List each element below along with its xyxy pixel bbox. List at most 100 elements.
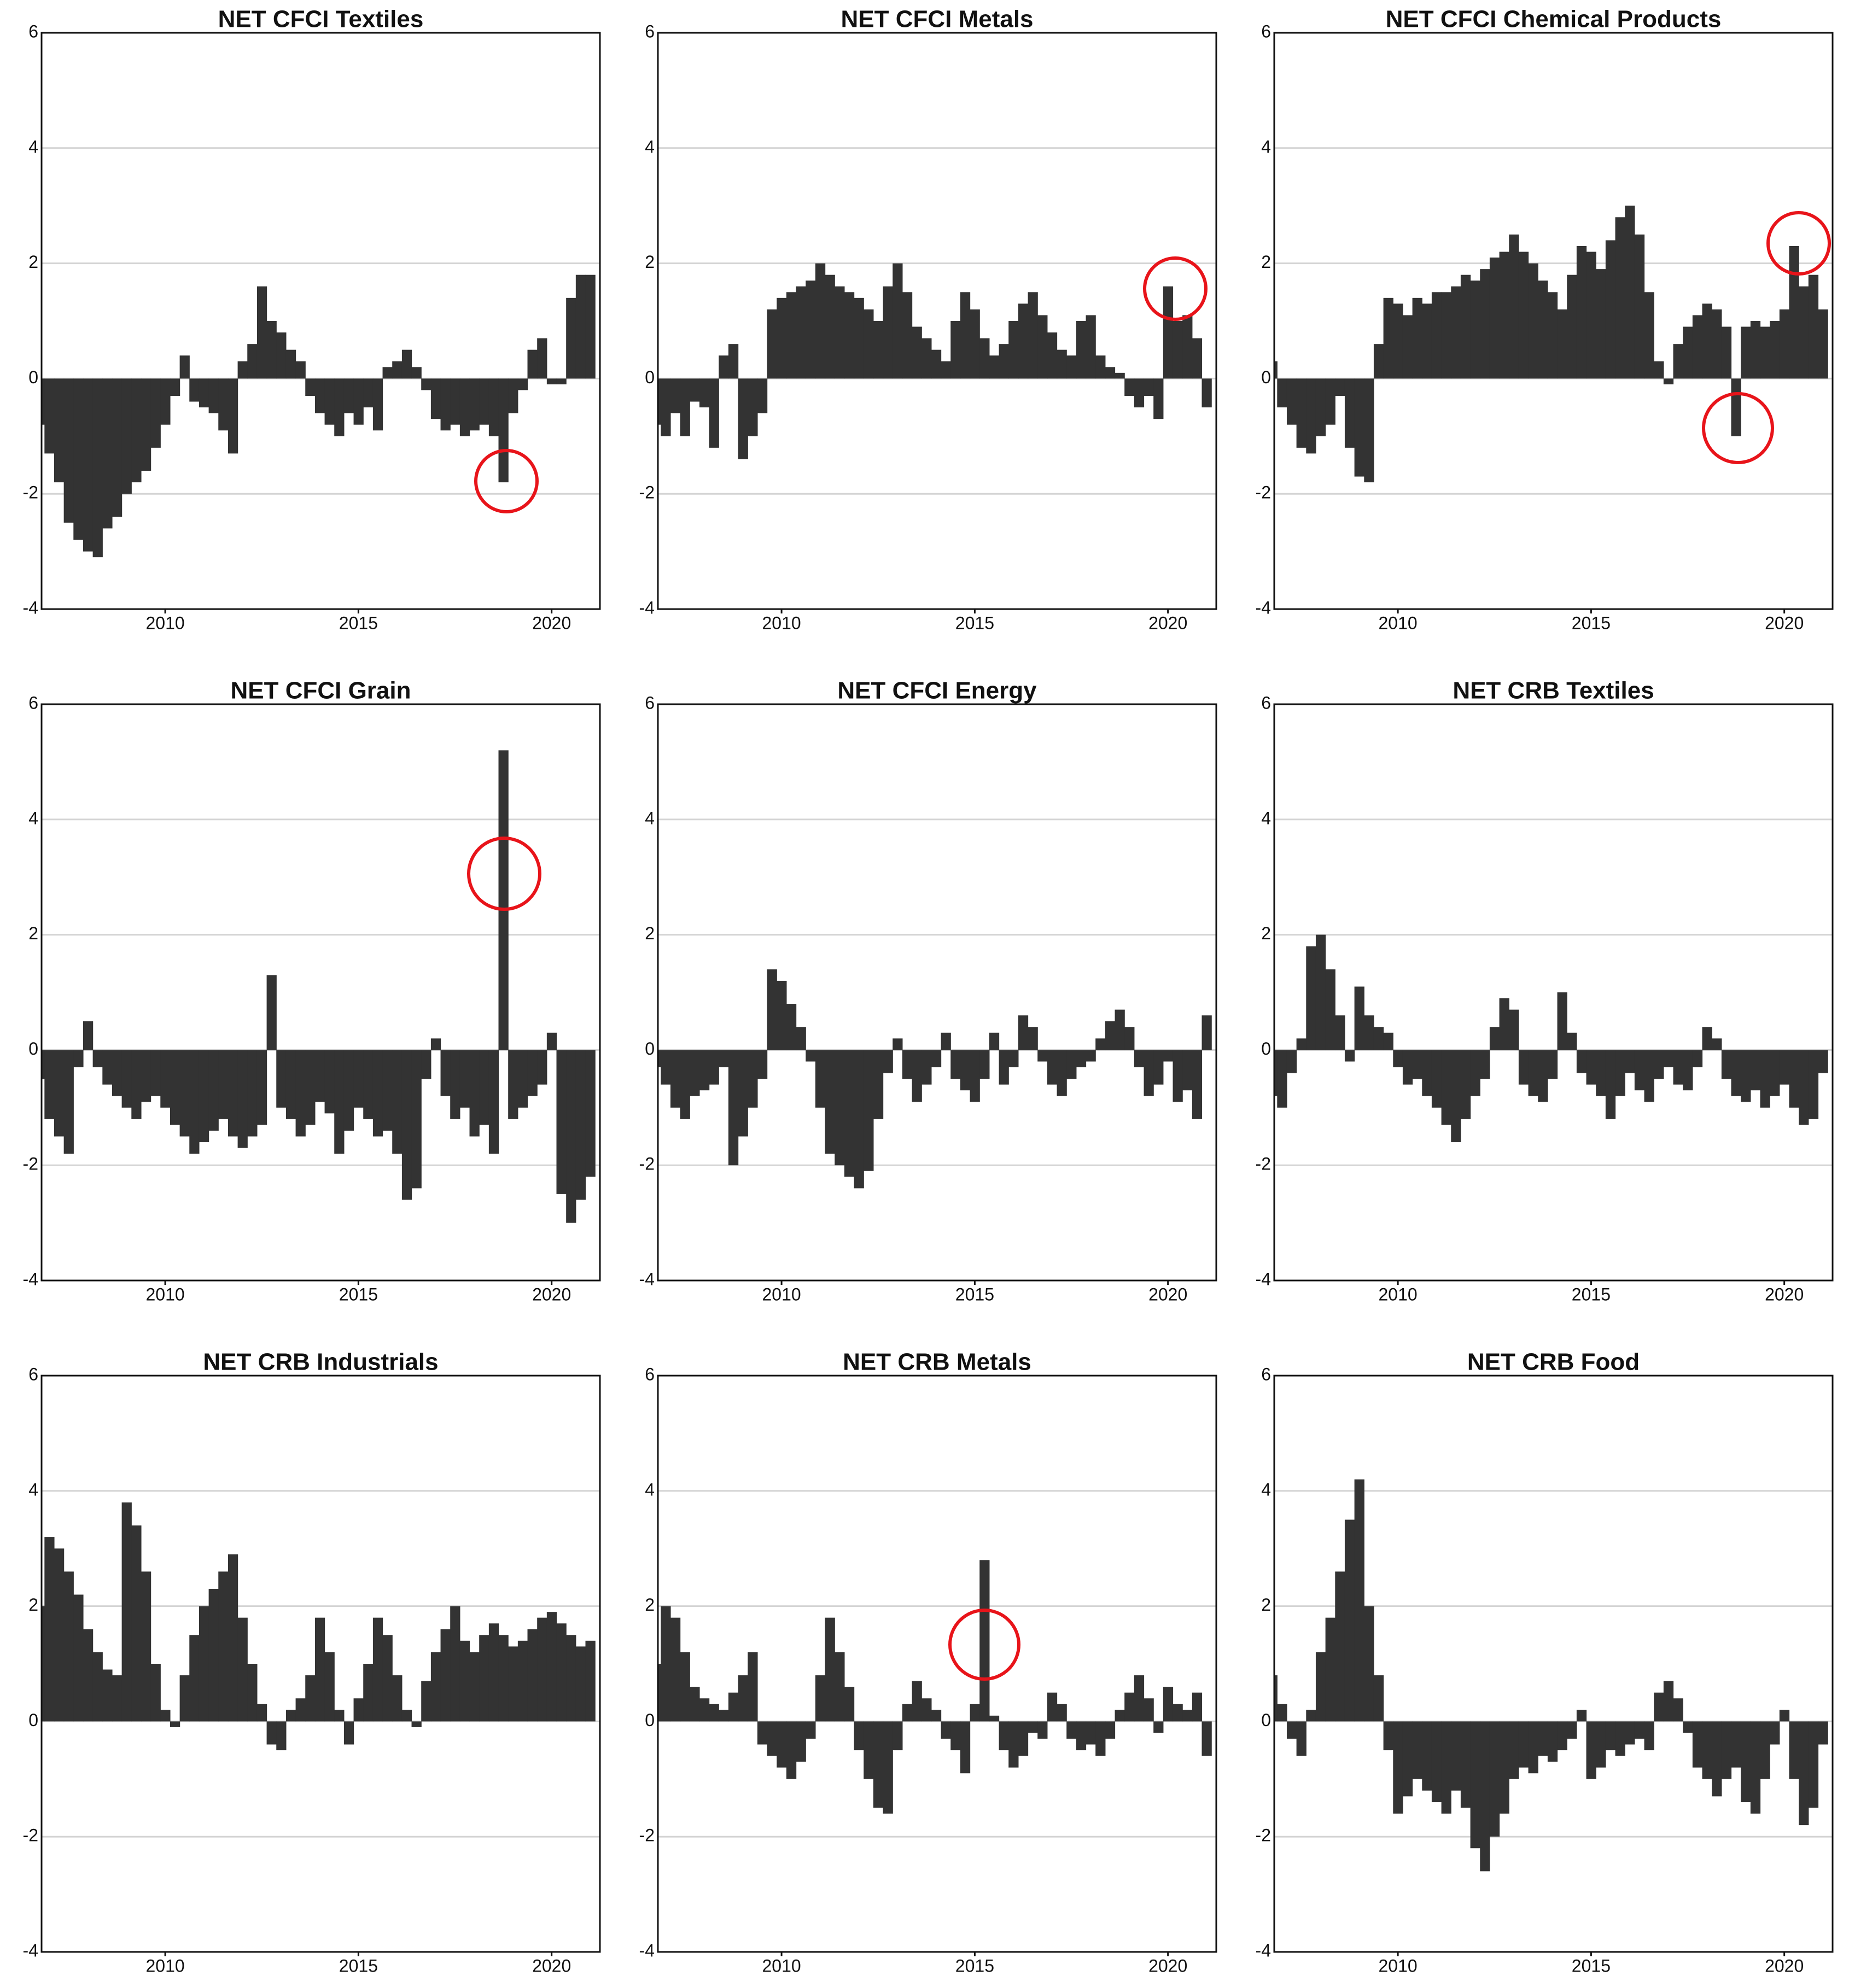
y-tick-label: -2 [639, 1826, 655, 1845]
bar [556, 378, 567, 384]
bar [1460, 1050, 1471, 1119]
bar [1076, 321, 1087, 379]
bar [392, 1050, 403, 1154]
bar [825, 1617, 835, 1722]
bar [1799, 1050, 1809, 1125]
bar [699, 1698, 710, 1722]
bar [575, 274, 586, 379]
bar [372, 1617, 383, 1722]
bar [228, 1554, 238, 1722]
bar [1441, 292, 1451, 379]
bar [1134, 1050, 1145, 1068]
bar [421, 378, 431, 390]
bar [430, 1652, 441, 1722]
bar [864, 1721, 874, 1779]
bar [63, 1571, 74, 1722]
bar [1018, 1721, 1029, 1756]
bar [1095, 1721, 1106, 1756]
bar [1779, 1050, 1790, 1085]
bar [1028, 292, 1038, 379]
bar [411, 367, 422, 379]
bar [960, 1721, 971, 1774]
bar [1086, 1721, 1096, 1745]
bar [1692, 1721, 1703, 1768]
bar [392, 1675, 403, 1722]
bar [1528, 1050, 1538, 1096]
bar [806, 1050, 816, 1062]
panel: NET CFCI Textiles -4 -2 0 2 4 6 2010 2015 2020 [23, 6, 601, 633]
bar [314, 1617, 325, 1722]
bars [1274, 206, 1828, 483]
plot-frame [40, 703, 601, 1282]
bar [1644, 292, 1654, 379]
bar [1721, 1721, 1732, 1779]
bar [508, 1050, 518, 1119]
bar [1818, 309, 1828, 379]
bar [825, 1050, 835, 1154]
bar [1489, 1721, 1500, 1837]
bar [1470, 280, 1480, 379]
bar [1596, 1050, 1606, 1096]
bar [247, 1050, 258, 1137]
x-tick-label: 2015 [339, 1956, 378, 1975]
bar [112, 1675, 123, 1722]
bar [1634, 1721, 1645, 1739]
bar [1057, 349, 1067, 379]
y-tick-label: 0 [28, 1039, 38, 1059]
bar [83, 1021, 94, 1050]
y-tick-label: 4 [1261, 137, 1271, 156]
bar [728, 1050, 739, 1166]
bar [1721, 326, 1732, 379]
bar [527, 1629, 538, 1722]
bar [835, 1652, 845, 1722]
red-circle [467, 837, 541, 911]
bar [459, 1640, 470, 1722]
bar [1393, 1721, 1403, 1814]
bar [1095, 355, 1106, 379]
bar [208, 378, 219, 413]
x-tick-label: 2020 [1765, 613, 1804, 633]
bar [1576, 1050, 1587, 1073]
x-tick-label: 2015 [1572, 1956, 1611, 1975]
panel: NET CFCI Grain -4 -2 0 2 4 6 2010 2015 2020 [23, 677, 601, 1304]
x-tick-label: 2020 [1148, 613, 1187, 633]
y-tick-label: 0 [28, 367, 38, 387]
bar [670, 378, 681, 413]
bar [566, 1635, 576, 1722]
bar [343, 378, 354, 413]
y-tick-label: 6 [28, 21, 38, 41]
bar [1770, 321, 1780, 379]
bar [1712, 309, 1722, 379]
bar [921, 1698, 932, 1722]
y-tick-label: 2 [645, 1595, 655, 1615]
bar [1008, 1050, 1019, 1068]
bar [912, 326, 922, 379]
chart-title: NET CRB Industrials [203, 1349, 438, 1376]
y-tick-label: 0 [645, 1710, 655, 1730]
bar [527, 349, 538, 379]
bar [1799, 286, 1809, 379]
bar [960, 1050, 971, 1091]
bar [709, 1704, 719, 1722]
y-tick-label: 6 [1261, 21, 1271, 41]
y-tick-label: 2 [1261, 1595, 1271, 1615]
bar [92, 378, 103, 558]
bar [488, 1050, 499, 1154]
bar [421, 1050, 431, 1079]
bar [902, 292, 913, 379]
bar [189, 1050, 200, 1154]
bar [228, 1050, 238, 1137]
y-tick-label: 4 [645, 137, 655, 156]
bar [1779, 1710, 1790, 1722]
bar [343, 1721, 354, 1745]
y-tick-label: 4 [645, 808, 655, 828]
bar [1393, 1050, 1403, 1068]
bar [1596, 1721, 1606, 1768]
bar [854, 1721, 864, 1751]
bar [1047, 332, 1058, 379]
bar [1441, 1721, 1451, 1814]
bar [42, 1050, 45, 1079]
bar [1315, 934, 1326, 1050]
bar [237, 1617, 248, 1722]
